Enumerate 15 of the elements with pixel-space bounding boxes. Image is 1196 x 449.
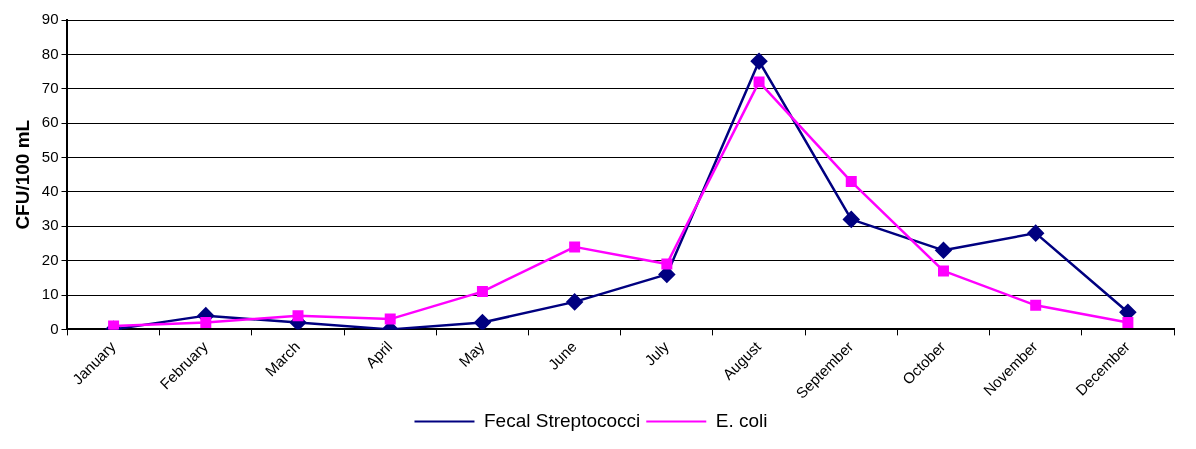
legend-label: Fecal Streptococci [483, 409, 641, 431]
y-tick-label: 20 [41, 250, 59, 268]
y-tick-label: 60 [41, 113, 59, 131]
y-tick-label: 90 [41, 10, 59, 28]
legend-label: E. coli [715, 409, 768, 431]
x-tick-label: July [641, 337, 673, 369]
y-tick-label: 50 [41, 147, 59, 165]
y-tick-label: 70 [41, 78, 59, 96]
y-axis-title: CFU/100 mL [11, 119, 33, 230]
y-tick-label: 40 [41, 182, 59, 200]
y-tick-label: 80 [41, 44, 59, 62]
y-tick-label: 30 [41, 216, 59, 234]
x-tick-label: May [455, 337, 488, 370]
y-tick-label: 0 [50, 319, 59, 337]
y-tick-label: 10 [41, 285, 59, 303]
